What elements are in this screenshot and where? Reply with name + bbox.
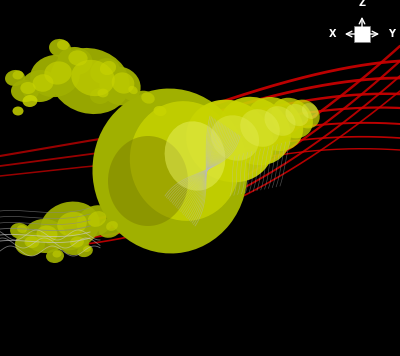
Ellipse shape (240, 109, 280, 147)
Ellipse shape (219, 97, 291, 165)
Ellipse shape (44, 61, 72, 85)
Ellipse shape (290, 100, 320, 129)
Ellipse shape (68, 50, 88, 66)
Ellipse shape (271, 98, 313, 138)
Ellipse shape (24, 236, 40, 248)
Ellipse shape (98, 218, 122, 238)
Ellipse shape (165, 121, 225, 191)
Ellipse shape (77, 245, 93, 257)
Ellipse shape (98, 89, 108, 98)
Ellipse shape (5, 70, 25, 86)
Ellipse shape (112, 72, 134, 94)
Ellipse shape (12, 70, 24, 79)
Ellipse shape (57, 40, 69, 50)
Ellipse shape (20, 82, 36, 94)
Ellipse shape (122, 85, 138, 100)
Ellipse shape (30, 55, 80, 97)
Ellipse shape (186, 100, 274, 182)
Ellipse shape (99, 67, 141, 105)
Ellipse shape (50, 48, 130, 114)
Ellipse shape (286, 104, 308, 126)
Ellipse shape (12, 106, 24, 115)
Ellipse shape (70, 236, 84, 247)
Ellipse shape (83, 246, 91, 252)
Ellipse shape (22, 95, 38, 107)
Ellipse shape (40, 201, 100, 251)
Ellipse shape (58, 47, 92, 75)
Ellipse shape (128, 86, 138, 94)
Ellipse shape (133, 91, 157, 111)
Ellipse shape (10, 223, 30, 239)
Ellipse shape (11, 80, 39, 102)
Ellipse shape (88, 211, 106, 227)
Ellipse shape (36, 225, 58, 242)
Ellipse shape (211, 115, 259, 161)
Text: Z: Z (358, 0, 366, 8)
Ellipse shape (61, 233, 89, 255)
Ellipse shape (21, 70, 59, 102)
Ellipse shape (15, 232, 45, 256)
Ellipse shape (32, 74, 54, 92)
Ellipse shape (130, 101, 240, 221)
Ellipse shape (100, 61, 116, 75)
Ellipse shape (71, 60, 115, 96)
Ellipse shape (77, 205, 113, 237)
Text: Y: Y (388, 29, 395, 39)
Ellipse shape (90, 58, 120, 84)
Ellipse shape (247, 97, 303, 151)
Ellipse shape (52, 251, 62, 257)
Text: X: X (328, 29, 336, 39)
Ellipse shape (90, 88, 110, 104)
Ellipse shape (154, 106, 166, 116)
Ellipse shape (57, 212, 87, 236)
Ellipse shape (49, 39, 71, 57)
Ellipse shape (302, 103, 318, 119)
Bar (354, 26, 370, 42)
Ellipse shape (108, 136, 188, 226)
Ellipse shape (46, 249, 64, 263)
Ellipse shape (24, 219, 66, 253)
Ellipse shape (92, 89, 248, 253)
Ellipse shape (17, 225, 27, 233)
Ellipse shape (106, 221, 118, 231)
Ellipse shape (264, 106, 296, 136)
Ellipse shape (141, 92, 155, 104)
